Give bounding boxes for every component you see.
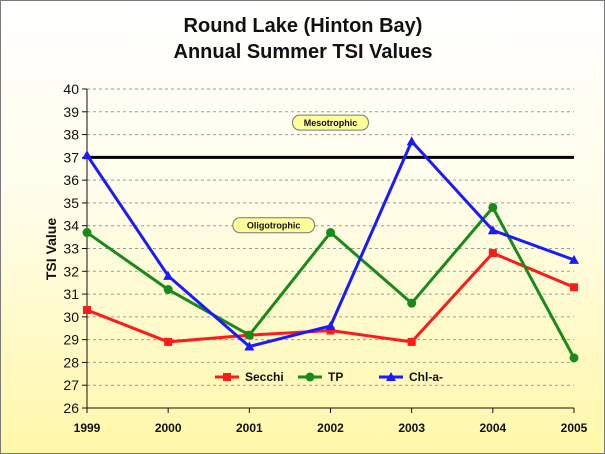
- y-tick-label: 27: [63, 377, 79, 393]
- data-point-secchi: [407, 337, 416, 346]
- x-tick-label: 2002: [317, 421, 344, 435]
- data-point-secchi: [570, 283, 578, 292]
- x-tick-label: 1999: [74, 421, 101, 435]
- y-tick-label: 39: [63, 104, 79, 120]
- y-axis-label: TSI Value: [43, 218, 59, 280]
- series-tp: [82, 202, 579, 363]
- data-point-chl-a: [569, 254, 579, 264]
- x-tick-label: 2000: [155, 421, 182, 435]
- data-point-tp: [326, 228, 335, 238]
- legend-swatch-marker: [386, 372, 396, 381]
- data-point-secchi: [164, 337, 173, 346]
- y-tick-label: 26: [63, 400, 79, 416]
- legend-item-secchi: Secchi: [215, 370, 284, 384]
- data-point-tp: [407, 298, 417, 308]
- annotations: Mesotrophic Oligotrophic: [232, 114, 369, 234]
- y-tick-label: 32: [63, 263, 79, 279]
- x-tick-label: 2005: [561, 421, 588, 435]
- x-axis-ticks: 1999 2000 2001 2002 2003 2004 2005: [74, 408, 588, 435]
- y-tick-label: 28: [63, 354, 79, 370]
- y-axis-ticks: 26 27 28 29 30 31 32 33 34 35 36 37 38 39 40: [63, 81, 87, 416]
- data-point-chl-a: [406, 136, 417, 146]
- data-point-chl-a: [325, 320, 336, 330]
- legend-swatch-marker: [223, 373, 231, 381]
- y-tick-label: 37: [63, 149, 79, 165]
- gridlines: [87, 88, 574, 386]
- x-tick-label: 2003: [398, 421, 425, 435]
- y-tick-label: 31: [63, 286, 79, 302]
- x-tick-label: 2001: [236, 421, 263, 435]
- data-point-secchi: [488, 249, 497, 258]
- legend-item-chl-a: Chl-a-: [379, 370, 443, 384]
- annotation-text: Oligotrophic: [247, 221, 301, 231]
- x-tick-label: 2004: [479, 421, 506, 435]
- y-tick-label: 29: [63, 332, 79, 348]
- legend-label: TP: [328, 370, 343, 384]
- data-point-secchi: [326, 326, 335, 335]
- series-secchi: [83, 249, 578, 346]
- legend-swatch-marker: [305, 372, 315, 382]
- y-tick-label: 35: [63, 195, 79, 211]
- y-tick-label: 30: [63, 309, 79, 325]
- data-point-chl-a: [487, 225, 498, 235]
- annotation-box: [232, 217, 315, 234]
- annotation-oligotrophic: Oligotrophic: [232, 217, 315, 234]
- y-tick-label: 34: [63, 218, 79, 234]
- chart-title-line-2: Annual Summer TSI Values: [174, 41, 433, 63]
- legend-item-tp: TP: [298, 370, 343, 384]
- y-tick-label: 38: [63, 127, 79, 143]
- data-point-tp: [163, 285, 173, 295]
- data-point-secchi: [83, 306, 91, 315]
- data-point-chl-a: [82, 150, 92, 160]
- series-chl-a: [82, 136, 579, 351]
- data-point-tp: [244, 330, 254, 340]
- chart-title-line-1: Round Lake (Hinton Bay): [184, 15, 423, 37]
- data-point-chl-a: [244, 341, 255, 351]
- legend: Secchi TP Chl-a-: [215, 370, 443, 384]
- y-tick-label: 36: [63, 172, 79, 188]
- data-point-chl-a: [163, 270, 174, 280]
- legend-label: Secchi: [245, 370, 284, 384]
- series-group: [82, 136, 579, 363]
- annotation-box: [292, 114, 369, 131]
- data-point-tp: [569, 353, 579, 363]
- y-tick-label: 33: [63, 241, 79, 257]
- data-point-tp: [488, 202, 498, 212]
- legend-label: Chl-a-: [409, 370, 443, 384]
- series-line-chl-a: [85, 139, 575, 348]
- annotation-mesotrophic: Mesotrophic: [292, 114, 369, 131]
- y-tick-label: 40: [63, 81, 79, 97]
- data-point-tp: [82, 228, 92, 238]
- annotation-text: Mesotrophic: [304, 118, 358, 128]
